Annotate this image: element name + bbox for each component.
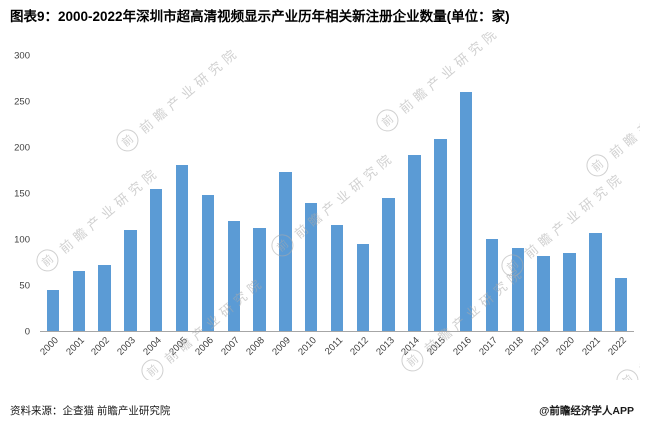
- bar-column-2012: 2012: [348, 56, 376, 358]
- y-axis-tick-label: 150: [14, 188, 30, 200]
- x-axis-label: 2022: [606, 334, 629, 358]
- x-axis-label: 2004: [141, 334, 165, 358]
- credit-note: @前瞻经济学人APP: [539, 405, 634, 417]
- bar-2019: [537, 255, 550, 331]
- bar-column-2001: 2001: [64, 56, 92, 358]
- y-axis-tick-label: 300: [14, 50, 30, 62]
- bar-column-2016: 2016: [451, 56, 479, 358]
- x-axis-label: 2001: [63, 334, 87, 358]
- bar-2001: [72, 271, 85, 331]
- y-axis-tick-label: 100: [14, 234, 30, 246]
- bar-2012: [356, 243, 370, 331]
- y-axis: 0 50 100 150 200 250 300: [6, 50, 36, 337]
- x-axis-label: 2000: [37, 334, 61, 358]
- x-axis-label: 2015: [425, 334, 449, 358]
- bar-column-2009: 2009: [270, 56, 298, 358]
- bar-column-2011: 2011: [323, 56, 350, 357]
- bar-2015: [434, 139, 447, 331]
- bar-2004: [150, 188, 163, 331]
- bar-column-2014: 2014: [400, 56, 428, 358]
- watermark-logo-icon: 前: [611, 364, 640, 380]
- footer: 资料来源：企查猫 前瞻产业研究院 @前瞻经济学人APP: [0, 403, 646, 418]
- plot-area: 2000 2001 2002 2003 2004 2005 2006 2007 2008 2009…: [38, 56, 634, 358]
- x-axis-label: 2007: [218, 334, 242, 358]
- bar-2016: [459, 91, 473, 331]
- x-axis-label: 2021: [580, 334, 604, 358]
- x-axis-label: 2008: [244, 334, 268, 358]
- x-axis-label: 2012: [347, 334, 371, 358]
- x-axis-label: 2010: [296, 334, 319, 358]
- bar-column-2007: 2007: [219, 56, 247, 358]
- bar-2017: [485, 239, 499, 331]
- x-axis-label: 2006: [192, 334, 216, 358]
- x-axis-label: 2018: [502, 334, 526, 358]
- bar-2014: [408, 154, 421, 331]
- bar-2009: [279, 172, 292, 331]
- bar-2011: [330, 225, 344, 331]
- x-axis-label: 2005: [167, 334, 190, 358]
- bar-column-2000: 2000: [38, 56, 66, 358]
- x-axis-label: 2016: [451, 334, 474, 358]
- bar-2022: [614, 277, 628, 331]
- bar-column-2006: 2006: [193, 56, 221, 358]
- chart-area: 0 50 100 150 200 250 300 2000 2001 2002 2003 2004 2…: [6, 32, 640, 380]
- bar-column-2022: 2022: [606, 56, 634, 358]
- bar-column-2008: 2008: [245, 56, 273, 358]
- bar-column-2020: 2020: [555, 56, 583, 358]
- bar-2006: [201, 195, 215, 331]
- bar-2020: [563, 252, 576, 331]
- bar-2003: [124, 230, 137, 331]
- source-note: 资料来源：企查猫 前瞻产业研究院: [10, 405, 171, 417]
- x-axis-label: 2002: [89, 334, 113, 358]
- bar-2013: [382, 197, 395, 331]
- bar-2002: [98, 264, 111, 331]
- bar-series: 2000 2001 2002 2003 2004 2005 2006 2007 2008 2009…: [38, 56, 634, 358]
- y-axis-tick-label: 250: [14, 96, 30, 108]
- y-axis-tick-label: 0: [24, 326, 30, 338]
- x-axis-label: 2020: [554, 334, 578, 358]
- watermark-text: 前瞻产业研究院: [636, 283, 640, 376]
- bar-column-2004: 2004: [141, 56, 169, 358]
- bar-column-2019: 2019: [529, 56, 557, 358]
- watermark-logo-icon: 前: [136, 354, 168, 380]
- x-axis-label: 2014: [399, 334, 423, 358]
- y-axis-tick-label: 200: [14, 142, 30, 154]
- bar-2007: [227, 220, 240, 331]
- bar-2000: [46, 289, 60, 331]
- bar-column-2010: 2010: [296, 56, 324, 358]
- bar-column-2017: 2017: [477, 56, 505, 358]
- bar-2021: [589, 232, 602, 331]
- bar-column-2015: 2015: [425, 56, 453, 358]
- x-axis-label: 2019: [528, 334, 552, 358]
- bar-column-2018: 2018: [503, 56, 531, 358]
- x-axis-label: 2009: [270, 334, 294, 358]
- bar-column-2003: 2003: [115, 56, 143, 358]
- x-axis-label: 2013: [373, 334, 397, 358]
- bar-2005: [175, 164, 189, 331]
- chart-title: 图表9：2000-2022年深圳市超高清视频显示产业历年相关新注册企业数量(单位…: [10, 9, 510, 24]
- x-axis-label: 2017: [477, 334, 500, 358]
- bar-2010: [305, 203, 318, 331]
- x-axis-label: 2003: [115, 334, 139, 358]
- bar-column-2002: 2002: [90, 56, 118, 358]
- y-axis-tick-label: 50: [19, 280, 30, 292]
- bar-2008: [253, 228, 266, 331]
- bar-column-2021: 2021: [580, 56, 608, 358]
- x-axis-label: 2011: [322, 334, 345, 358]
- bar-2018: [511, 248, 525, 331]
- bar-column-2005: 2005: [167, 56, 195, 358]
- bar-column-2013: 2013: [374, 56, 402, 358]
